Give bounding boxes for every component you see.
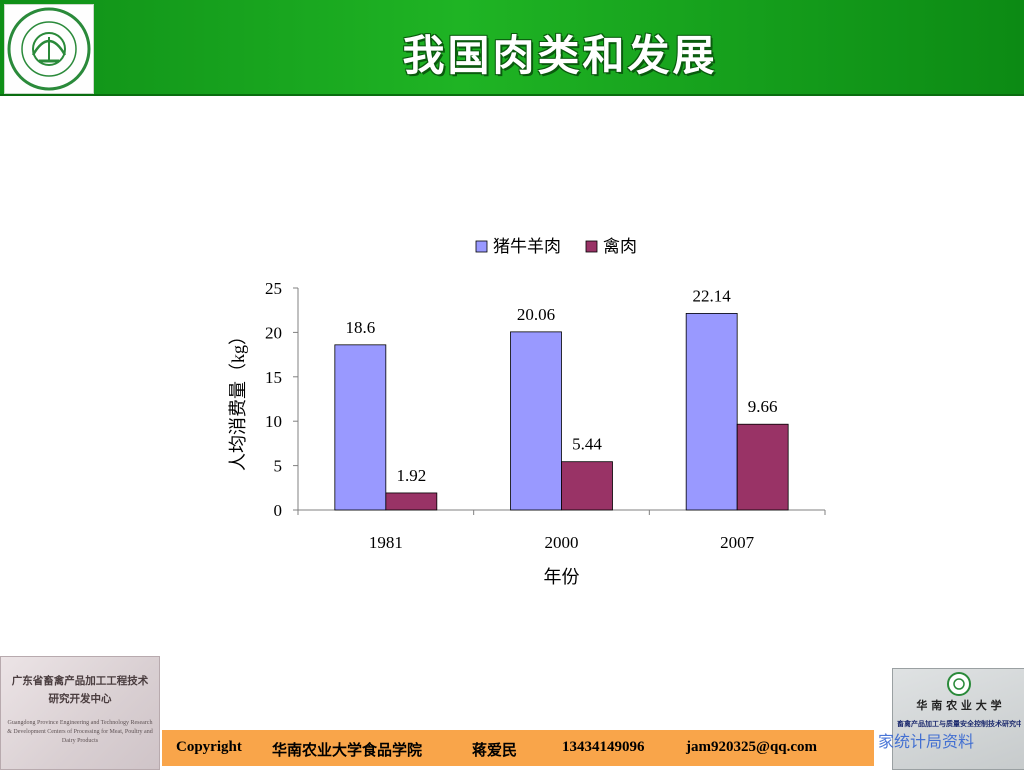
footer-copyright: Copyright xyxy=(176,739,242,755)
legend-label: 禽肉 xyxy=(603,237,637,256)
y-tick-label: 0 xyxy=(274,501,283,520)
legend-swatch xyxy=(585,240,598,253)
data-label: 22.14 xyxy=(693,286,732,305)
data-label: 5.44 xyxy=(572,435,602,454)
footer-bar: Copyright 华南农业大学食品学院 蒋爱民 13434149096 jam… xyxy=(162,730,874,766)
data-label: 9.66 xyxy=(748,397,778,416)
bar-red-meat xyxy=(334,344,387,511)
y-tick-label: 15 xyxy=(265,368,282,387)
legend-swatch xyxy=(475,240,488,253)
data-label: 20.06 xyxy=(517,305,555,324)
watermark-text: 家统计局资料 xyxy=(878,732,975,751)
header-band: 我国肉类和发展 xyxy=(0,0,1024,96)
left-plaque-english: Guangdong Province Engineering and Techn… xyxy=(7,720,153,744)
y-tick-label: 20 xyxy=(265,323,282,342)
y-axis-label: 人均消费量（kg） xyxy=(228,327,248,471)
x-tick-label: 1981 xyxy=(369,533,403,552)
x-axis-label: 年份 xyxy=(544,567,580,587)
y-tick-label: 10 xyxy=(265,412,282,431)
right-plaque: 华 南 农 业 大 学 畜禽产品加工与质量安全控制技术研究中心 xyxy=(892,668,1024,770)
y-tick-label: 25 xyxy=(265,279,282,298)
slide-title: 我国肉类和发展 xyxy=(402,31,718,80)
chart-legend: 猪牛羊肉 禽肉 xyxy=(475,237,637,256)
footer-phone: 13434149096 xyxy=(562,739,645,755)
data-label: 1.92 xyxy=(396,466,426,485)
right-seal-icon xyxy=(947,672,971,696)
legend-label: 猪牛羊肉 xyxy=(493,237,561,256)
bar-red-meat xyxy=(510,331,562,511)
y-axis-ticks: 0 5 10 15 20 25 xyxy=(265,279,298,520)
bar-poultry xyxy=(561,461,613,511)
bar-poultry xyxy=(736,423,789,511)
footer-school: 华南农业大学食品学院 xyxy=(272,743,423,759)
left-plaque: 广东省畜禽产品加工工程技术研究开发中心 Guangdong Province E… xyxy=(0,656,160,770)
university-seal-logo xyxy=(4,4,94,94)
right-plaque-title: 华 南 农 业 大 学 xyxy=(916,699,1002,712)
bar-chart: 猪牛羊肉 禽肉 0 5 10 15 20 25 1981 2000 2007 18.6 1.92 2… xyxy=(228,237,826,587)
data-label: 18.6 xyxy=(345,318,375,337)
bar-poultry xyxy=(385,492,438,511)
footer-person: 蒋爱民 xyxy=(472,743,518,759)
y-tick-label: 5 xyxy=(274,457,283,476)
x-tick-label: 2007 xyxy=(720,533,755,552)
left-plaque-title: 广东省畜禽产品加工工程技术研究开发中心 xyxy=(11,676,149,705)
right-plaque-subtitle: 畜禽产品加工与质量安全控制技术研究中心 xyxy=(897,720,1021,728)
x-tick-label: 2000 xyxy=(545,533,579,552)
seal-icon xyxy=(7,7,91,91)
bars-group: 18.6 1.92 20.06 5.44 22.14 9.66 xyxy=(334,286,789,511)
footer-email: jam920325@qq.com xyxy=(686,739,818,755)
x-axis-ticks: 1981 2000 2007 xyxy=(297,510,826,552)
bar-red-meat xyxy=(685,312,738,511)
chart-container: 猪牛羊肉 禽肉 0 5 10 15 20 25 1981 2000 2007 18.6 1.92 2… xyxy=(220,225,860,605)
